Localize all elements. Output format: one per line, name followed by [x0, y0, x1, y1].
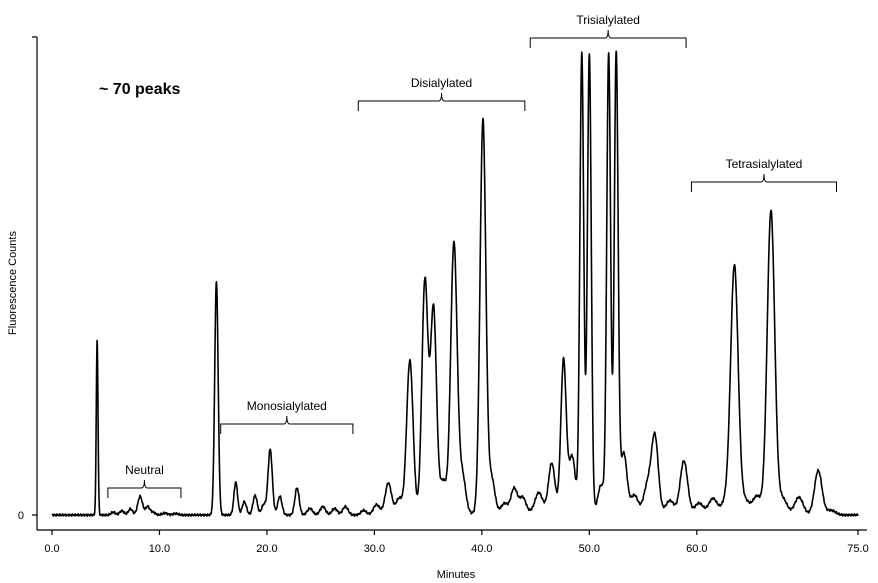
x-tick-label: 75.0: [847, 543, 868, 555]
group-label: Tetrasialylated: [726, 157, 803, 171]
x-tick-label: 10.0: [149, 543, 170, 555]
x-tick-label: 30.0: [364, 543, 385, 555]
x-axis-ticks: 0.0 10.0 20.0 30.0 40.0 50.0 60.0 75.0: [44, 530, 869, 555]
y-axis-title: Fluorescence Counts: [7, 231, 19, 335]
x-axis-title: Minutes: [437, 569, 476, 581]
y-tick-label-zero: 0: [18, 510, 24, 522]
group-bracket: [357, 92, 526, 111]
peak-count-annotation: ~ 70 peaks: [99, 81, 181, 98]
group-bracket: [220, 415, 354, 434]
x-tick-label: 60.0: [686, 543, 707, 555]
group-label: Trisialylated: [576, 13, 640, 27]
group-bracket: [690, 173, 838, 192]
group-bracket: [107, 479, 182, 498]
group-label: Neutral: [125, 463, 164, 477]
group-label: Monosialylated: [247, 399, 327, 413]
chromatogram-trace: [51, 50, 859, 517]
group-label: Disialylated: [411, 76, 472, 90]
x-tick-label: 50.0: [579, 543, 600, 555]
x-tick-label: 0.0: [44, 543, 59, 555]
peak-group-brackets: Neutral Monosialylated Disialylated Trisial…: [107, 13, 838, 498]
x-tick-label: 40.0: [471, 543, 492, 555]
x-tick-label: 20.0: [256, 543, 277, 555]
group-bracket: [529, 29, 687, 48]
